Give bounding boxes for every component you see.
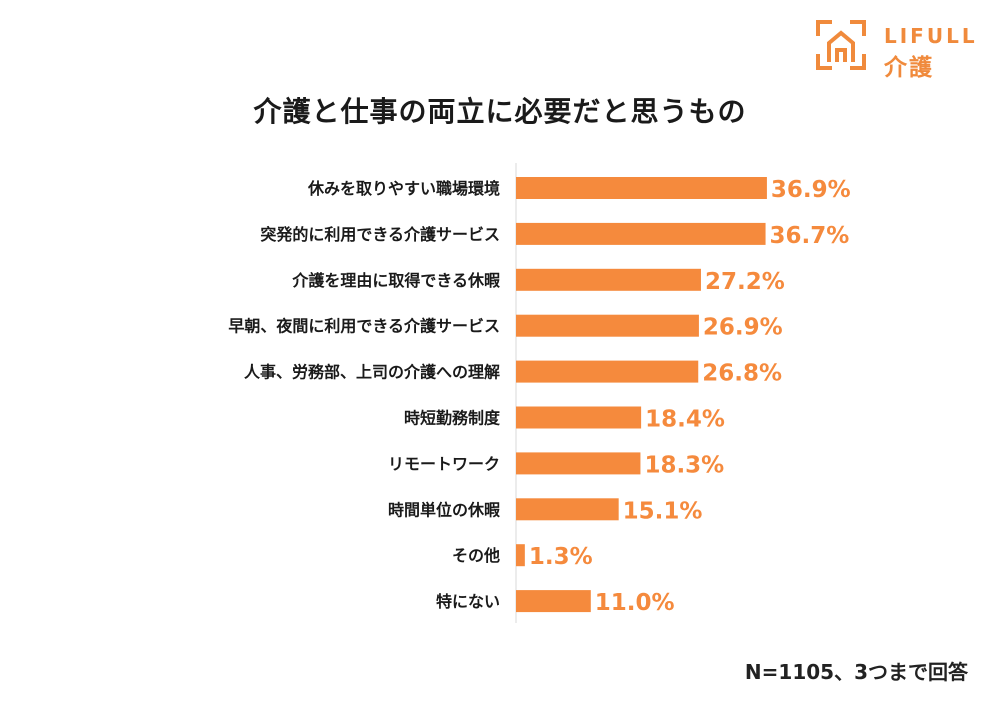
- value-label: 15.1%: [623, 498, 703, 524]
- bar: [516, 268, 701, 291]
- value-label: 1.3%: [529, 544, 593, 570]
- sample-size-note: N=1105、3つまで回答: [744, 660, 968, 684]
- house-logo-icon: [816, 20, 866, 70]
- brand-name-en: LIFULL: [884, 24, 978, 48]
- category-label: 人事、労務部、上司の介護への理解: [244, 363, 500, 382]
- brand-name-ja: 介護: [884, 55, 934, 81]
- bar: [516, 314, 699, 337]
- category-label: 突発的に利用できる介護サービス: [260, 225, 500, 244]
- category-label: 早朝、夜間に利用できる介護サービス: [228, 317, 500, 336]
- category-label: 時短勤務制度: [404, 409, 501, 428]
- value-label: 36.7%: [770, 223, 850, 249]
- value-label: 36.9%: [771, 177, 851, 203]
- lifull-kaigo-logo: LIFULL 介護: [814, 14, 984, 81]
- bar: [516, 360, 699, 383]
- value-label: 11.0%: [595, 590, 675, 616]
- bar: [516, 406, 642, 429]
- bar: [516, 590, 591, 613]
- chart-title: 介護と仕事の両立に必要だと思うもの: [253, 95, 747, 128]
- category-label: 介護を理由に取得できる休暇: [291, 271, 500, 290]
- bar: [516, 498, 619, 521]
- value-label: 26.9%: [703, 315, 783, 341]
- category-label: 休みを取りやすい職場環境: [307, 179, 500, 198]
- bar: [516, 222, 766, 245]
- bar: [516, 452, 641, 475]
- value-label: 18.4%: [645, 407, 725, 433]
- category-label: リモートワーク: [388, 454, 500, 473]
- value-label: 18.3%: [644, 452, 724, 478]
- bar: [516, 544, 525, 567]
- value-label: 26.8%: [702, 361, 782, 387]
- category-label: その他: [452, 546, 500, 565]
- category-label: 特にない: [436, 592, 500, 611]
- value-label: 27.2%: [705, 269, 785, 295]
- bar: [516, 177, 767, 199]
- category-label: 時間単位の休暇: [388, 500, 500, 519]
